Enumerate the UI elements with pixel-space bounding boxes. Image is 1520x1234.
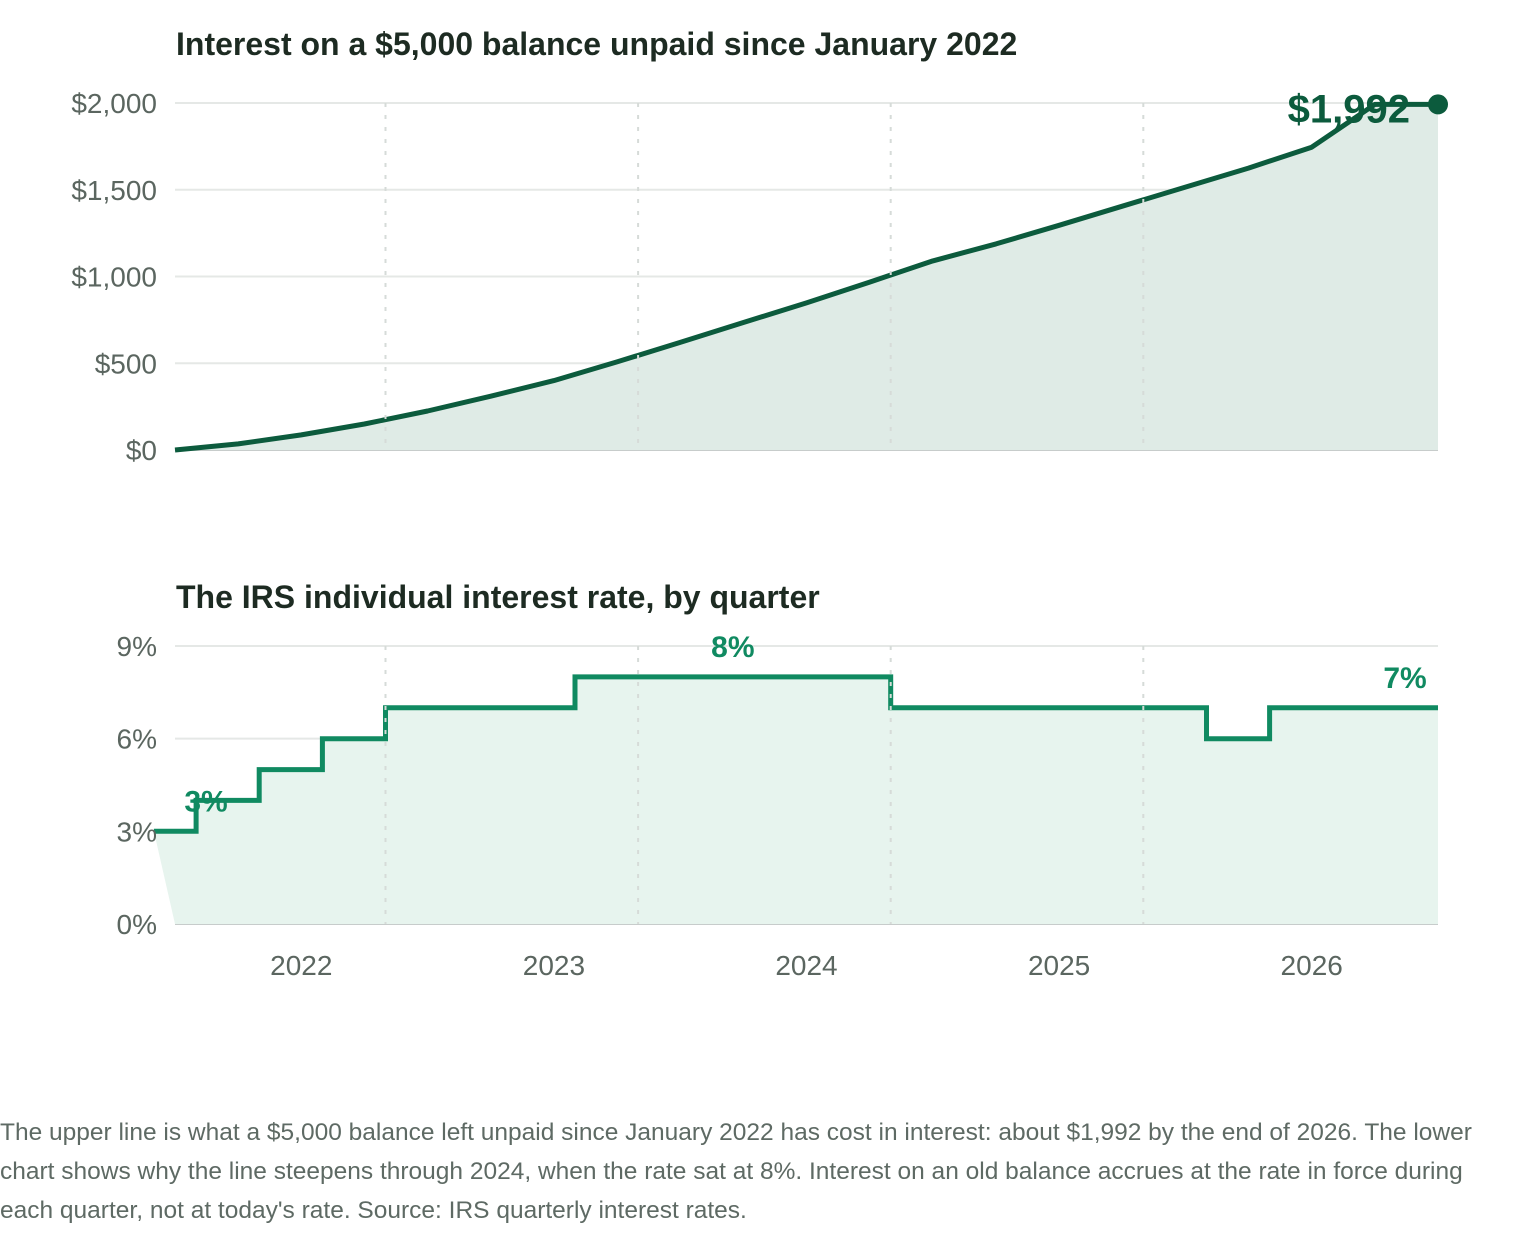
top-y-tick-labels: $0 $500 $1,000 $1,500 $2,000 <box>71 88 157 466</box>
bottom-x-tick-labels: 2022 2023 2024 2025 2026 <box>270 950 1343 981</box>
bottom-y-tick-label: 0% <box>117 909 157 940</box>
bottom-x-tick-label: 2025 <box>1028 950 1090 981</box>
top-chart: $0 $500 $1,000 $1,500 $2,000 Interest on a $… <box>71 26 1448 466</box>
top-area-fill <box>175 104 1438 451</box>
top-chart-title: Interest on a $5,000 balance unpaid sinc… <box>176 26 1017 62</box>
bottom-chart: 0% 3% 6% 9% 2022 2023 2024 2025 2026 The IRS in… <box>117 579 1438 981</box>
bottom-series-line <box>153 674 1438 834</box>
top-y-tick-label: $2,000 <box>71 88 157 119</box>
charts-figure: $0 $500 $1,000 $1,500 $2,000 Interest on a $… <box>71 26 1448 981</box>
bottom-chart-title: The IRS individual interest rate, by qua… <box>176 579 820 615</box>
top-end-marker <box>1428 94 1448 115</box>
top-y-tick-label: $500 <box>95 348 157 379</box>
bottom-x-tick-label: 2023 <box>523 950 585 981</box>
bottom-x-tick-label: 2022 <box>270 950 332 981</box>
bottom-callout-8pct: 8% <box>711 631 754 664</box>
top-callout-label: $1,992 <box>1288 87 1410 131</box>
bottom-y-tick-label: 3% <box>117 816 157 847</box>
top-y-tick-label: $0 <box>126 435 157 466</box>
bottom-callout-7pct: 7% <box>1383 662 1426 695</box>
bottom-area-fill <box>153 676 1438 924</box>
bottom-y-tick-label: 6% <box>117 724 157 755</box>
bottom-y-tick-labels: 0% 3% 6% 9% <box>117 631 157 940</box>
top-y-tick-label: $1,500 <box>71 175 157 206</box>
bottom-x-tick-label: 2024 <box>775 950 837 981</box>
year-gridlines <box>384 103 1145 924</box>
top-y-tick-label: $1,000 <box>71 262 157 293</box>
bottom-x-tick-label: 2026 <box>1281 950 1343 981</box>
bottom-y-tick-label: 9% <box>117 631 157 662</box>
chart-caption: The upper line is what a $5,000 balance … <box>0 1119 1472 1224</box>
top-series-line <box>174 101 1438 453</box>
bottom-callout-3pct: 3% <box>184 785 227 818</box>
